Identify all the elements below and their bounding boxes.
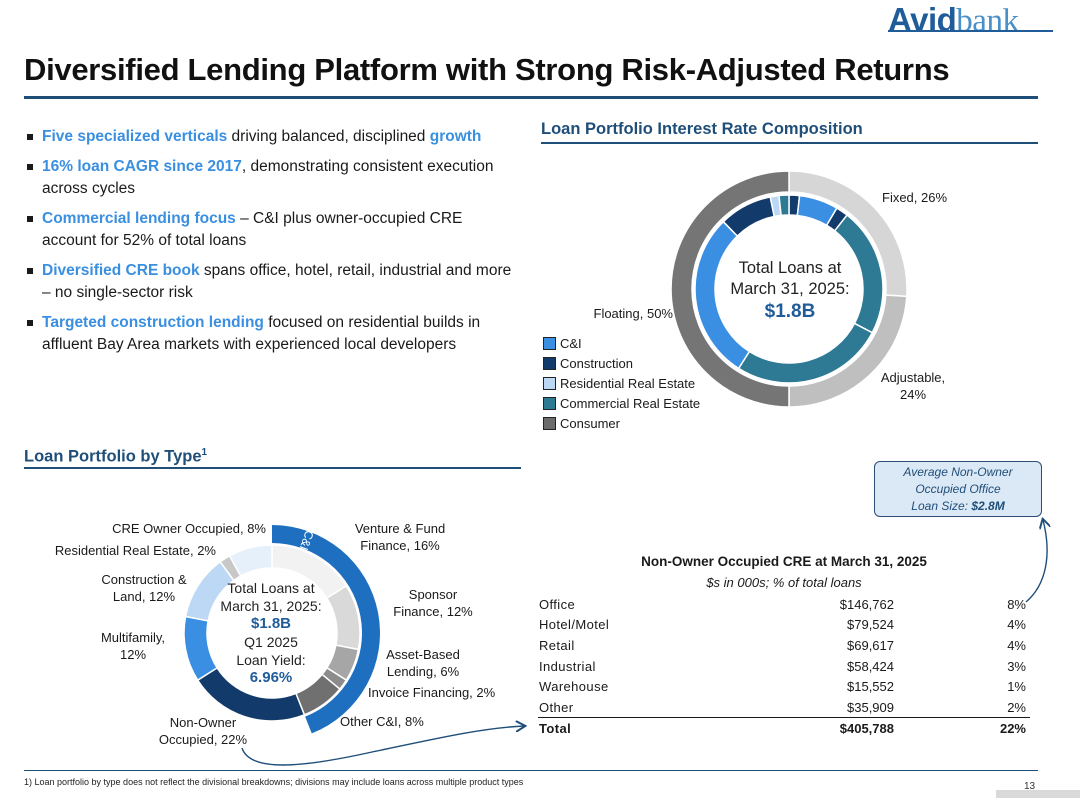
rate-section-rule <box>541 142 1038 144</box>
type-donut-center: Total Loans at March 31, 2025: $1.8B Q1 … <box>220 580 322 686</box>
footnote: 1) Loan portfolio by type does not refle… <box>24 777 524 787</box>
label-other-ci: Other C&I, 8% <box>340 714 424 729</box>
label-multifamily: Multifamily, 12% <box>100 630 166 662</box>
office-loan-size-callout: Average Non-Owner Occupied Office Loan S… <box>874 461 1042 517</box>
label-non-owner-occupied: Non-Owner Occupied, 22% <box>158 715 248 747</box>
label-construction-land: Construction & Land, 12% <box>101 572 187 604</box>
label-venture-fund-finance: Venture & Fund Finance, 16% <box>354 521 446 553</box>
corner-decoration <box>996 790 1080 798</box>
ci-group-arc <box>272 525 380 734</box>
rate-legend: C&I Construction Residential Real Estate… <box>543 334 700 433</box>
cre-table-title: Non-Owner Occupied CRE at March 31, 2025 <box>641 554 927 569</box>
legend-item-construction: Construction <box>543 354 700 374</box>
table-total-row: Total $405,788 22% <box>538 717 1030 739</box>
table-row: Hotel/Motel $79,524 4% <box>539 617 1026 633</box>
table-row: Other $35,909 2% <box>539 699 1026 715</box>
legend-swatch-ci <box>543 337 556 351</box>
highlight-item: 16% loan CAGR since 2017, demonstrating … <box>26 156 516 200</box>
highlight-item: Five specialized verticals driving balan… <box>26 126 516 148</box>
legend-swatch-consumer <box>543 416 556 430</box>
ci-group-label: C&I <box>297 528 317 552</box>
label-sponsor-finance: Sponsor Finance, 12% <box>393 587 473 619</box>
label-asset-based-lending: Asset-Based Lending, 6% <box>386 647 460 679</box>
highlight-item: Diversified CRE book spans office, hotel… <box>26 260 516 304</box>
label-floating: Floating, 50% <box>593 306 674 321</box>
title-rule <box>24 96 1038 99</box>
rate-outer-slice-2 <box>670 170 790 408</box>
legend-item-commercial: Commercial Real Estate <box>543 393 700 413</box>
cre-table-subtitle: $s in 000s; % of total loans <box>706 575 862 590</box>
rate-inner-slice-8 <box>778 194 790 217</box>
legend-swatch-commercial <box>543 396 556 410</box>
legend-item-ci: C&I <box>543 334 700 354</box>
label-fixed: Fixed, 26% <box>882 190 948 205</box>
table-row: Industrial $58,424 3% <box>539 658 1026 674</box>
type-slice-9 <box>228 544 273 578</box>
cre-table: Office $146,762 8% Hotel/Motel $79,524 4% Re… <box>538 594 1030 739</box>
legend-item-consumer: Consumer <box>543 413 700 433</box>
legend-swatch-construction <box>543 357 556 371</box>
highlight-item: Targeted construction lending focused on… <box>26 312 516 356</box>
legend-item-residential: Residential Real Estate <box>543 374 700 394</box>
highlights-list: Five specialized verticals driving balan… <box>26 126 516 364</box>
legend-swatch-residential <box>543 376 556 390</box>
table-row: Warehouse $15,552 1% <box>539 679 1026 695</box>
arrow-office-to-callout <box>1025 520 1047 603</box>
type-section-rule <box>24 467 521 469</box>
table-row: Office $146,762 8% <box>539 596 1026 612</box>
table-row: Retail $69,617 4% <box>539 637 1026 653</box>
page-title: Diversified Lending Platform with Strong… <box>24 52 950 87</box>
label-residential-real-estate: Residential Real Estate, 2% <box>54 543 216 558</box>
rate-donut-center: Total Loans at March 31, 2025: $1.8B <box>730 259 850 322</box>
label-invoice-financing: Invoice Financing, 2% <box>368 685 496 700</box>
footer-rule <box>24 770 1038 771</box>
highlight-item: Commercial lending focus – C&I plus owne… <box>26 208 516 252</box>
type-section-title: Loan Portfolio by Type1 <box>24 447 208 466</box>
label-adjustable: Adjustable, 24% <box>880 370 946 402</box>
label-cre-owner-occupied: CRE Owner Occupied, 8% <box>112 521 266 536</box>
rate-section-title: Loan Portfolio Interest Rate Composition <box>541 120 863 138</box>
page-number: 13 <box>1024 781 1036 792</box>
arrow-non-owner-to-table <box>241 726 524 766</box>
logo-underline <box>888 30 1053 32</box>
